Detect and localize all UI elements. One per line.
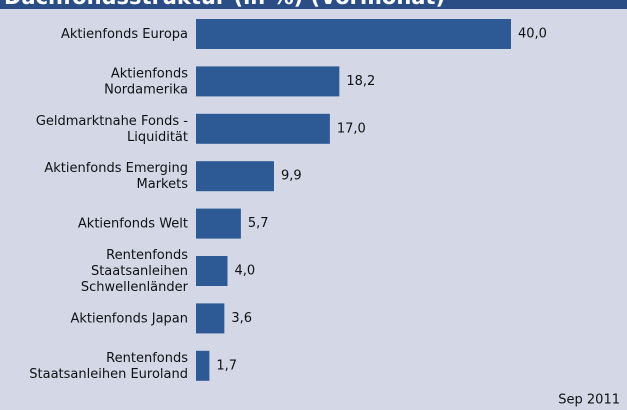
value-label: 3,6 xyxy=(231,311,252,326)
value-label: 40,0 xyxy=(518,27,547,42)
bar xyxy=(196,350,210,381)
title-bar xyxy=(0,0,627,9)
bar xyxy=(196,303,225,334)
value-label: 17,0 xyxy=(337,121,366,136)
category-label: Geldmarktnahe Fonds -Liquidität xyxy=(36,113,188,144)
category-label: Aktienfonds Japan xyxy=(70,311,188,326)
bar xyxy=(196,161,274,192)
value-label: 5,7 xyxy=(248,216,269,231)
category-label: Aktienfonds Nordamerika xyxy=(104,66,188,97)
bar xyxy=(196,66,340,97)
value-label: 4,0 xyxy=(235,264,256,279)
category-label: Rentenfonds Staatsanleihen Schwellenländer xyxy=(81,248,189,295)
bar xyxy=(196,113,330,144)
category-label: Aktienfonds Europa xyxy=(61,27,188,42)
category-label: Aktienfonds Emerging Markets xyxy=(44,161,188,192)
value-label: 1,7 xyxy=(216,358,237,373)
chart-title: Dachfondsstruktur (in %) (Vormonat) xyxy=(4,0,445,9)
value-label: 9,9 xyxy=(281,169,302,184)
bar xyxy=(196,256,228,286)
bar xyxy=(196,208,241,239)
category-label: Rentenfonds Staatsanleihen Euroland xyxy=(29,350,188,381)
category-label: Aktienfonds Welt xyxy=(78,216,188,231)
bar xyxy=(196,19,511,49)
value-label: 18,2 xyxy=(346,74,375,89)
footnote: Sep 2011 xyxy=(558,393,620,408)
